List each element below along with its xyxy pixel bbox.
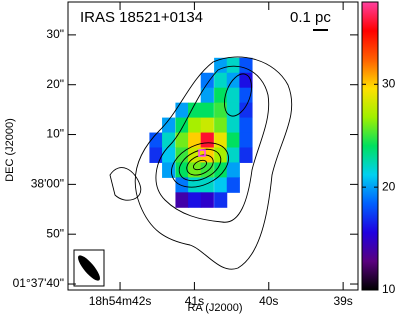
x-tick-label: 41s — [185, 294, 204, 308]
pixel — [188, 102, 202, 119]
pixel — [200, 162, 214, 178]
contour — [178, 148, 222, 182]
pixel — [214, 177, 228, 193]
pixel — [214, 57, 228, 74]
y-tick-label: 38'00" — [31, 177, 64, 191]
pixel — [200, 192, 214, 208]
pixel — [214, 147, 228, 163]
pixel — [175, 132, 189, 148]
pixel — [239, 102, 253, 119]
y-tick-label: 10" — [46, 127, 64, 141]
pixel — [175, 102, 189, 119]
scale-label: 0.1 pc — [290, 9, 331, 26]
pixel — [175, 162, 189, 178]
plot-frame — [67, 1, 359, 291]
pixel — [226, 57, 240, 74]
contour — [155, 65, 270, 223]
pixel — [214, 192, 228, 208]
colorbar-tick-label: 10 — [382, 282, 396, 296]
pixel — [226, 117, 240, 134]
source-marker — [198, 149, 206, 157]
x-tick-label: 18h54m42s — [89, 294, 152, 308]
pixel — [226, 87, 240, 104]
pixel — [239, 132, 253, 148]
pixel — [239, 117, 253, 134]
pixel — [226, 132, 240, 148]
pixel — [149, 132, 163, 148]
pixel — [214, 87, 228, 104]
pixel — [200, 132, 214, 148]
pixel — [149, 147, 163, 163]
colorbar-tick-label: 30 — [382, 76, 396, 90]
pixel — [200, 87, 214, 104]
pixel — [175, 192, 189, 208]
pixel — [200, 72, 214, 89]
pixel — [214, 72, 228, 89]
pixel — [162, 147, 176, 163]
contours — [109, 56, 293, 270]
beam — [78, 255, 100, 281]
contour — [134, 56, 293, 270]
contour — [223, 73, 253, 117]
colorbar — [361, 1, 379, 291]
pixel — [175, 177, 189, 193]
pixel — [162, 117, 176, 134]
pixel — [188, 177, 202, 193]
pixel — [188, 117, 202, 134]
contour — [109, 167, 142, 201]
pixel — [226, 177, 240, 193]
contour — [171, 142, 229, 188]
pixel — [200, 117, 214, 134]
pixel — [214, 162, 228, 178]
y-tick-label: 20" — [46, 77, 64, 91]
x-axis-label: RA (J2000) — [187, 302, 242, 314]
y-tick-label: 01°37'40" — [13, 276, 64, 290]
contour — [192, 159, 208, 171]
pixel — [200, 177, 214, 193]
pixel — [162, 132, 176, 148]
title: IRAS 18521+0134 — [80, 9, 203, 26]
pixel — [226, 102, 240, 119]
pixel — [239, 147, 253, 163]
pixel — [214, 117, 228, 134]
pixel — [175, 147, 189, 163]
x-tick-label: 40s — [259, 294, 278, 308]
y-tick-label: 30" — [46, 27, 64, 41]
pixel — [188, 147, 202, 163]
pixel — [226, 162, 240, 178]
contour — [186, 154, 214, 176]
x-tick-label: 39s — [333, 294, 352, 308]
colorbar-tick-label: 20 — [382, 179, 396, 193]
pixel — [188, 192, 202, 208]
y-tick-label: 50" — [46, 226, 64, 240]
pixel — [226, 147, 240, 163]
pixel — [214, 102, 228, 119]
pixel — [200, 102, 214, 119]
y-axis-label: DEC (J2000) — [4, 118, 16, 182]
